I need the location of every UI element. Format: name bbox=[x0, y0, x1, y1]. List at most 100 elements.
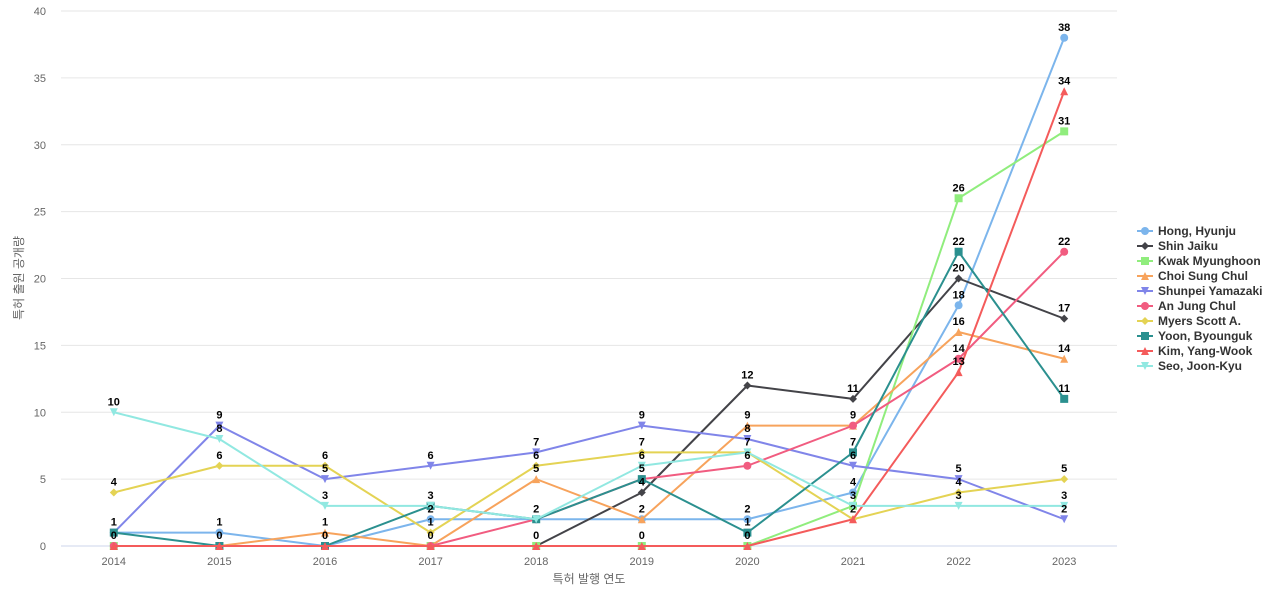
data-point bbox=[743, 542, 752, 550]
data-label: 3 bbox=[956, 490, 962, 502]
data-label: 2 bbox=[744, 503, 750, 515]
legend-label: Seo, Joon-Kyu bbox=[1158, 359, 1242, 373]
data-point bbox=[321, 475, 329, 484]
data-point bbox=[954, 354, 963, 363]
legend-item[interactable]: Seo, Joon-Kyu bbox=[1137, 359, 1242, 373]
y-tick-label: 35 bbox=[34, 73, 46, 85]
legend-item[interactable]: Choi Sung Chul bbox=[1137, 269, 1248, 283]
data-point bbox=[109, 542, 118, 550]
x-tick-label: 2015 bbox=[207, 556, 231, 568]
legend-item[interactable]: Shin Jaiku bbox=[1137, 239, 1218, 253]
data-point bbox=[954, 501, 963, 510]
data-point bbox=[1060, 127, 1069, 136]
data-point bbox=[637, 488, 646, 497]
legend-item[interactable]: Hong, Hyunju bbox=[1137, 224, 1236, 238]
legend-item[interactable]: Kwak Myunghoon bbox=[1137, 254, 1261, 268]
data-point bbox=[426, 501, 435, 510]
data-point bbox=[321, 528, 329, 537]
data-label: 14 bbox=[1058, 343, 1071, 355]
legend-item[interactable]: An Jung Chul bbox=[1137, 299, 1236, 313]
data-label: 6 bbox=[428, 450, 434, 462]
data-point bbox=[426, 461, 435, 470]
data-label: 4 bbox=[850, 477, 857, 489]
data-label: 17 bbox=[1058, 303, 1070, 315]
data-point bbox=[743, 421, 752, 430]
x-axis-title: 특허 발행 연도 bbox=[553, 571, 626, 586]
data-label: 2 bbox=[1061, 503, 1067, 515]
data-label: 1 bbox=[216, 517, 222, 529]
data-label: 3 bbox=[322, 490, 328, 502]
series-layer bbox=[109, 33, 1069, 550]
data-label: 0 bbox=[111, 530, 117, 542]
data-label: 0 bbox=[639, 530, 645, 542]
data-point bbox=[637, 421, 646, 430]
data-label: 14 bbox=[952, 343, 965, 355]
x-tick-label: 2020 bbox=[735, 556, 759, 568]
legend-item[interactable]: Yoon, Byounguk bbox=[1137, 329, 1253, 343]
data-label: 0 bbox=[428, 530, 434, 542]
legend-item[interactable]: Shunpei Yamazaki bbox=[1137, 284, 1263, 298]
data-point bbox=[215, 542, 224, 550]
data-point bbox=[1060, 354, 1069, 363]
data-label: 5 bbox=[956, 463, 962, 475]
gridlines bbox=[61, 10, 1117, 547]
data-label: 11 bbox=[1058, 383, 1070, 395]
legend-item[interactable]: Myers Scott A. bbox=[1137, 314, 1241, 328]
legend-label: Myers Scott A. bbox=[1158, 314, 1241, 328]
y-tick-label: 25 bbox=[34, 207, 46, 219]
data-point bbox=[637, 448, 646, 457]
data-label: 6 bbox=[850, 450, 856, 462]
data-label: 6 bbox=[322, 450, 328, 462]
data-point bbox=[637, 461, 646, 470]
x-tick-label: 2014 bbox=[102, 556, 126, 568]
data-label: 20 bbox=[952, 263, 964, 275]
x-tick-label: 2016 bbox=[313, 556, 337, 568]
data-point bbox=[849, 394, 857, 403]
data-point bbox=[743, 448, 752, 457]
legend-label: Hong, Hyunju bbox=[1158, 224, 1236, 238]
legend-label: Shunpei Yamazaki bbox=[1158, 284, 1263, 298]
data-point bbox=[1060, 475, 1069, 484]
data-labels: 1041010689013560123602567024567901267891… bbox=[108, 22, 1072, 542]
data-point bbox=[954, 194, 963, 203]
data-label: 34 bbox=[1058, 75, 1071, 87]
legend-label: Shin Jaiku bbox=[1158, 239, 1218, 253]
data-label: 22 bbox=[1058, 236, 1070, 248]
data-point bbox=[532, 475, 541, 484]
data-point bbox=[532, 461, 541, 470]
data-point bbox=[849, 461, 857, 470]
data-point bbox=[743, 461, 752, 470]
data-label: 26 bbox=[952, 182, 964, 194]
legend-marker bbox=[1141, 332, 1149, 340]
x-tick-label: 2021 bbox=[841, 556, 865, 568]
data-point bbox=[109, 408, 118, 417]
data-label: 1 bbox=[322, 517, 328, 529]
data-point bbox=[637, 475, 646, 484]
data-point bbox=[954, 301, 963, 310]
data-point bbox=[321, 461, 329, 470]
legend-item[interactable]: Kim, Yang-Wook bbox=[1137, 344, 1253, 358]
y-tick-label: 30 bbox=[34, 140, 46, 152]
data-point bbox=[215, 528, 224, 537]
y-tick-label: 15 bbox=[34, 340, 46, 352]
legend-label: Choi Sung Chul bbox=[1158, 269, 1248, 283]
data-label: 0 bbox=[744, 530, 750, 542]
x-tick-label: 2022 bbox=[946, 556, 970, 568]
data-label: 4 bbox=[111, 477, 118, 489]
data-label: 18 bbox=[952, 289, 964, 301]
series-6 bbox=[109, 247, 1069, 550]
x-tick-label: 2017 bbox=[418, 556, 442, 568]
data-label: 10 bbox=[108, 396, 120, 408]
data-label: 6 bbox=[533, 450, 539, 462]
series-3 bbox=[109, 127, 1069, 550]
legend-marker bbox=[1141, 242, 1149, 250]
data-point bbox=[637, 515, 646, 524]
legend-label: Kwak Myunghoon bbox=[1158, 254, 1261, 268]
data-point bbox=[743, 528, 752, 537]
data-point bbox=[954, 488, 963, 497]
series-line bbox=[113, 411, 1065, 521]
data-point bbox=[849, 421, 857, 430]
data-label: 16 bbox=[952, 316, 964, 328]
data-label: 1 bbox=[744, 517, 750, 529]
data-label: 0 bbox=[533, 530, 539, 542]
